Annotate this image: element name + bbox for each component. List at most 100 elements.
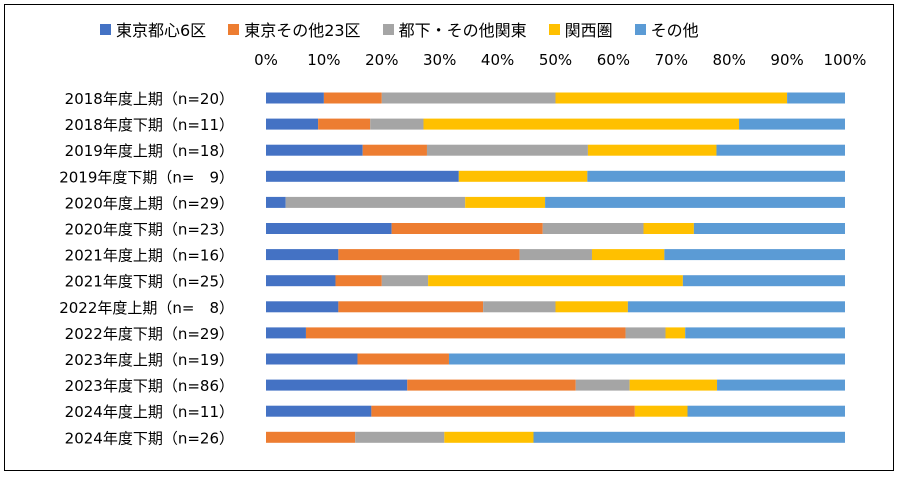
legend-swatch [548, 23, 560, 35]
bar-segment [266, 144, 363, 156]
bar-segment [685, 327, 845, 339]
bar-segment [266, 379, 408, 391]
category-label: 2024年度上期（n=11） [65, 403, 234, 421]
category-label: 2018年度上期（n=20） [65, 90, 234, 108]
bar-segment [483, 301, 556, 313]
bar-segment [428, 275, 683, 287]
category-label: 2020年度下期（n=23） [65, 221, 234, 239]
bar-segment [266, 405, 372, 417]
legend-label: 都下・その他関東 [398, 21, 527, 40]
bar-segment [266, 275, 336, 287]
bar-segment [634, 405, 688, 417]
x-tick-label: 10% [307, 51, 340, 69]
chart-legend: 東京都心6区 東京その他23区 都下・その他関東 関西圏 その他 [100, 14, 721, 44]
bar-segment [426, 144, 588, 156]
bar-segment [285, 196, 466, 208]
bar-segment [266, 196, 286, 208]
legend-label: 関西圏 [564, 21, 613, 40]
bar-segment [266, 353, 358, 365]
bar-segment [591, 249, 665, 261]
bar-segment [444, 431, 534, 443]
category-label: 2022年度下期（n=29） [65, 325, 234, 343]
bar-segment [338, 249, 520, 261]
bar-segment [266, 301, 339, 313]
bar-segment [629, 379, 718, 391]
bar-segment [266, 249, 339, 261]
bar-segment [664, 249, 845, 261]
bar-segment [381, 275, 429, 287]
x-tick-label: 30% [423, 51, 456, 69]
bar-segment [370, 118, 424, 130]
bar-segment [266, 170, 459, 182]
chart-frame [4, 4, 894, 471]
category-label: 2020年度上期（n=29） [65, 194, 234, 212]
legend-swatch [100, 23, 111, 35]
bar-segment [338, 301, 484, 313]
x-tick-label: 80% [713, 51, 746, 69]
bar-segment [627, 301, 845, 313]
bar-segment [575, 379, 630, 391]
bar-segment [318, 118, 371, 130]
category-label: 2018年度下期（n=11） [65, 116, 234, 134]
x-tick-label: 90% [770, 51, 803, 69]
x-tick-label: 70% [655, 51, 688, 69]
bar-segment [448, 353, 845, 365]
bar-segment [305, 327, 626, 339]
legend-swatch [382, 23, 394, 35]
bar-segment [381, 92, 556, 104]
legend-item: 関西圏 [548, 17, 613, 41]
legend-label: その他 [650, 21, 699, 40]
x-tick-label: 100% [824, 51, 867, 69]
legend-item: 東京都心6区 [100, 17, 206, 41]
bar-segment [643, 223, 694, 234]
x-tick-label: 0% [254, 51, 278, 69]
bar-segment [458, 170, 588, 182]
bar-segment [542, 223, 644, 234]
bar-segment [555, 301, 628, 313]
bar-segment [625, 327, 666, 339]
bar-segment [371, 405, 635, 417]
bar-segment [391, 223, 543, 234]
bar-segment [266, 327, 306, 339]
bar-segment [739, 118, 845, 130]
legend-item: その他 [634, 17, 699, 41]
bar-segment [266, 223, 392, 234]
bar-segment [555, 92, 788, 104]
bar-segment [693, 223, 845, 234]
bar-segment [716, 144, 845, 156]
bar-segment [357, 353, 449, 365]
category-label: 2023年度下期（n=86） [65, 377, 234, 395]
bar-segment [682, 275, 845, 287]
bar-segment [545, 196, 845, 208]
bar-segment [266, 118, 319, 130]
category-label: 2024年度下期（n=26） [65, 429, 234, 447]
x-tick-label: 40% [481, 51, 514, 69]
category-label: 2021年度下期（n=25） [65, 273, 234, 291]
category-label: 2023年度上期（n=19） [65, 351, 234, 369]
legend-label: 東京都心6区 [116, 21, 207, 40]
bar-segment [323, 92, 382, 104]
legend-swatch [228, 23, 240, 35]
x-tick-label: 50% [539, 51, 572, 69]
bar-segment [335, 275, 382, 287]
legend-item: 都下・その他関東 [382, 17, 527, 41]
legend-item: 東京その他23区 [228, 17, 361, 41]
bar-segment [533, 431, 845, 443]
legend-swatch [634, 23, 646, 35]
bar-segment [362, 144, 427, 156]
category-label: 2019年度上期（n=18） [65, 142, 234, 160]
legend-label: 東京その他23区 [244, 21, 361, 40]
bar-segment [465, 196, 546, 208]
bar-segment [266, 431, 356, 443]
bar-segment [355, 431, 445, 443]
bar-segment [787, 92, 845, 104]
bar-segment [423, 118, 740, 130]
category-label: 2022年度上期（n= 8） [59, 299, 234, 317]
bar-segment [717, 379, 845, 391]
bar-segment [407, 379, 576, 391]
x-tick-label: 60% [597, 51, 630, 69]
bar-segment [266, 92, 324, 104]
bar-segment [519, 249, 592, 261]
bar-segment [665, 327, 686, 339]
